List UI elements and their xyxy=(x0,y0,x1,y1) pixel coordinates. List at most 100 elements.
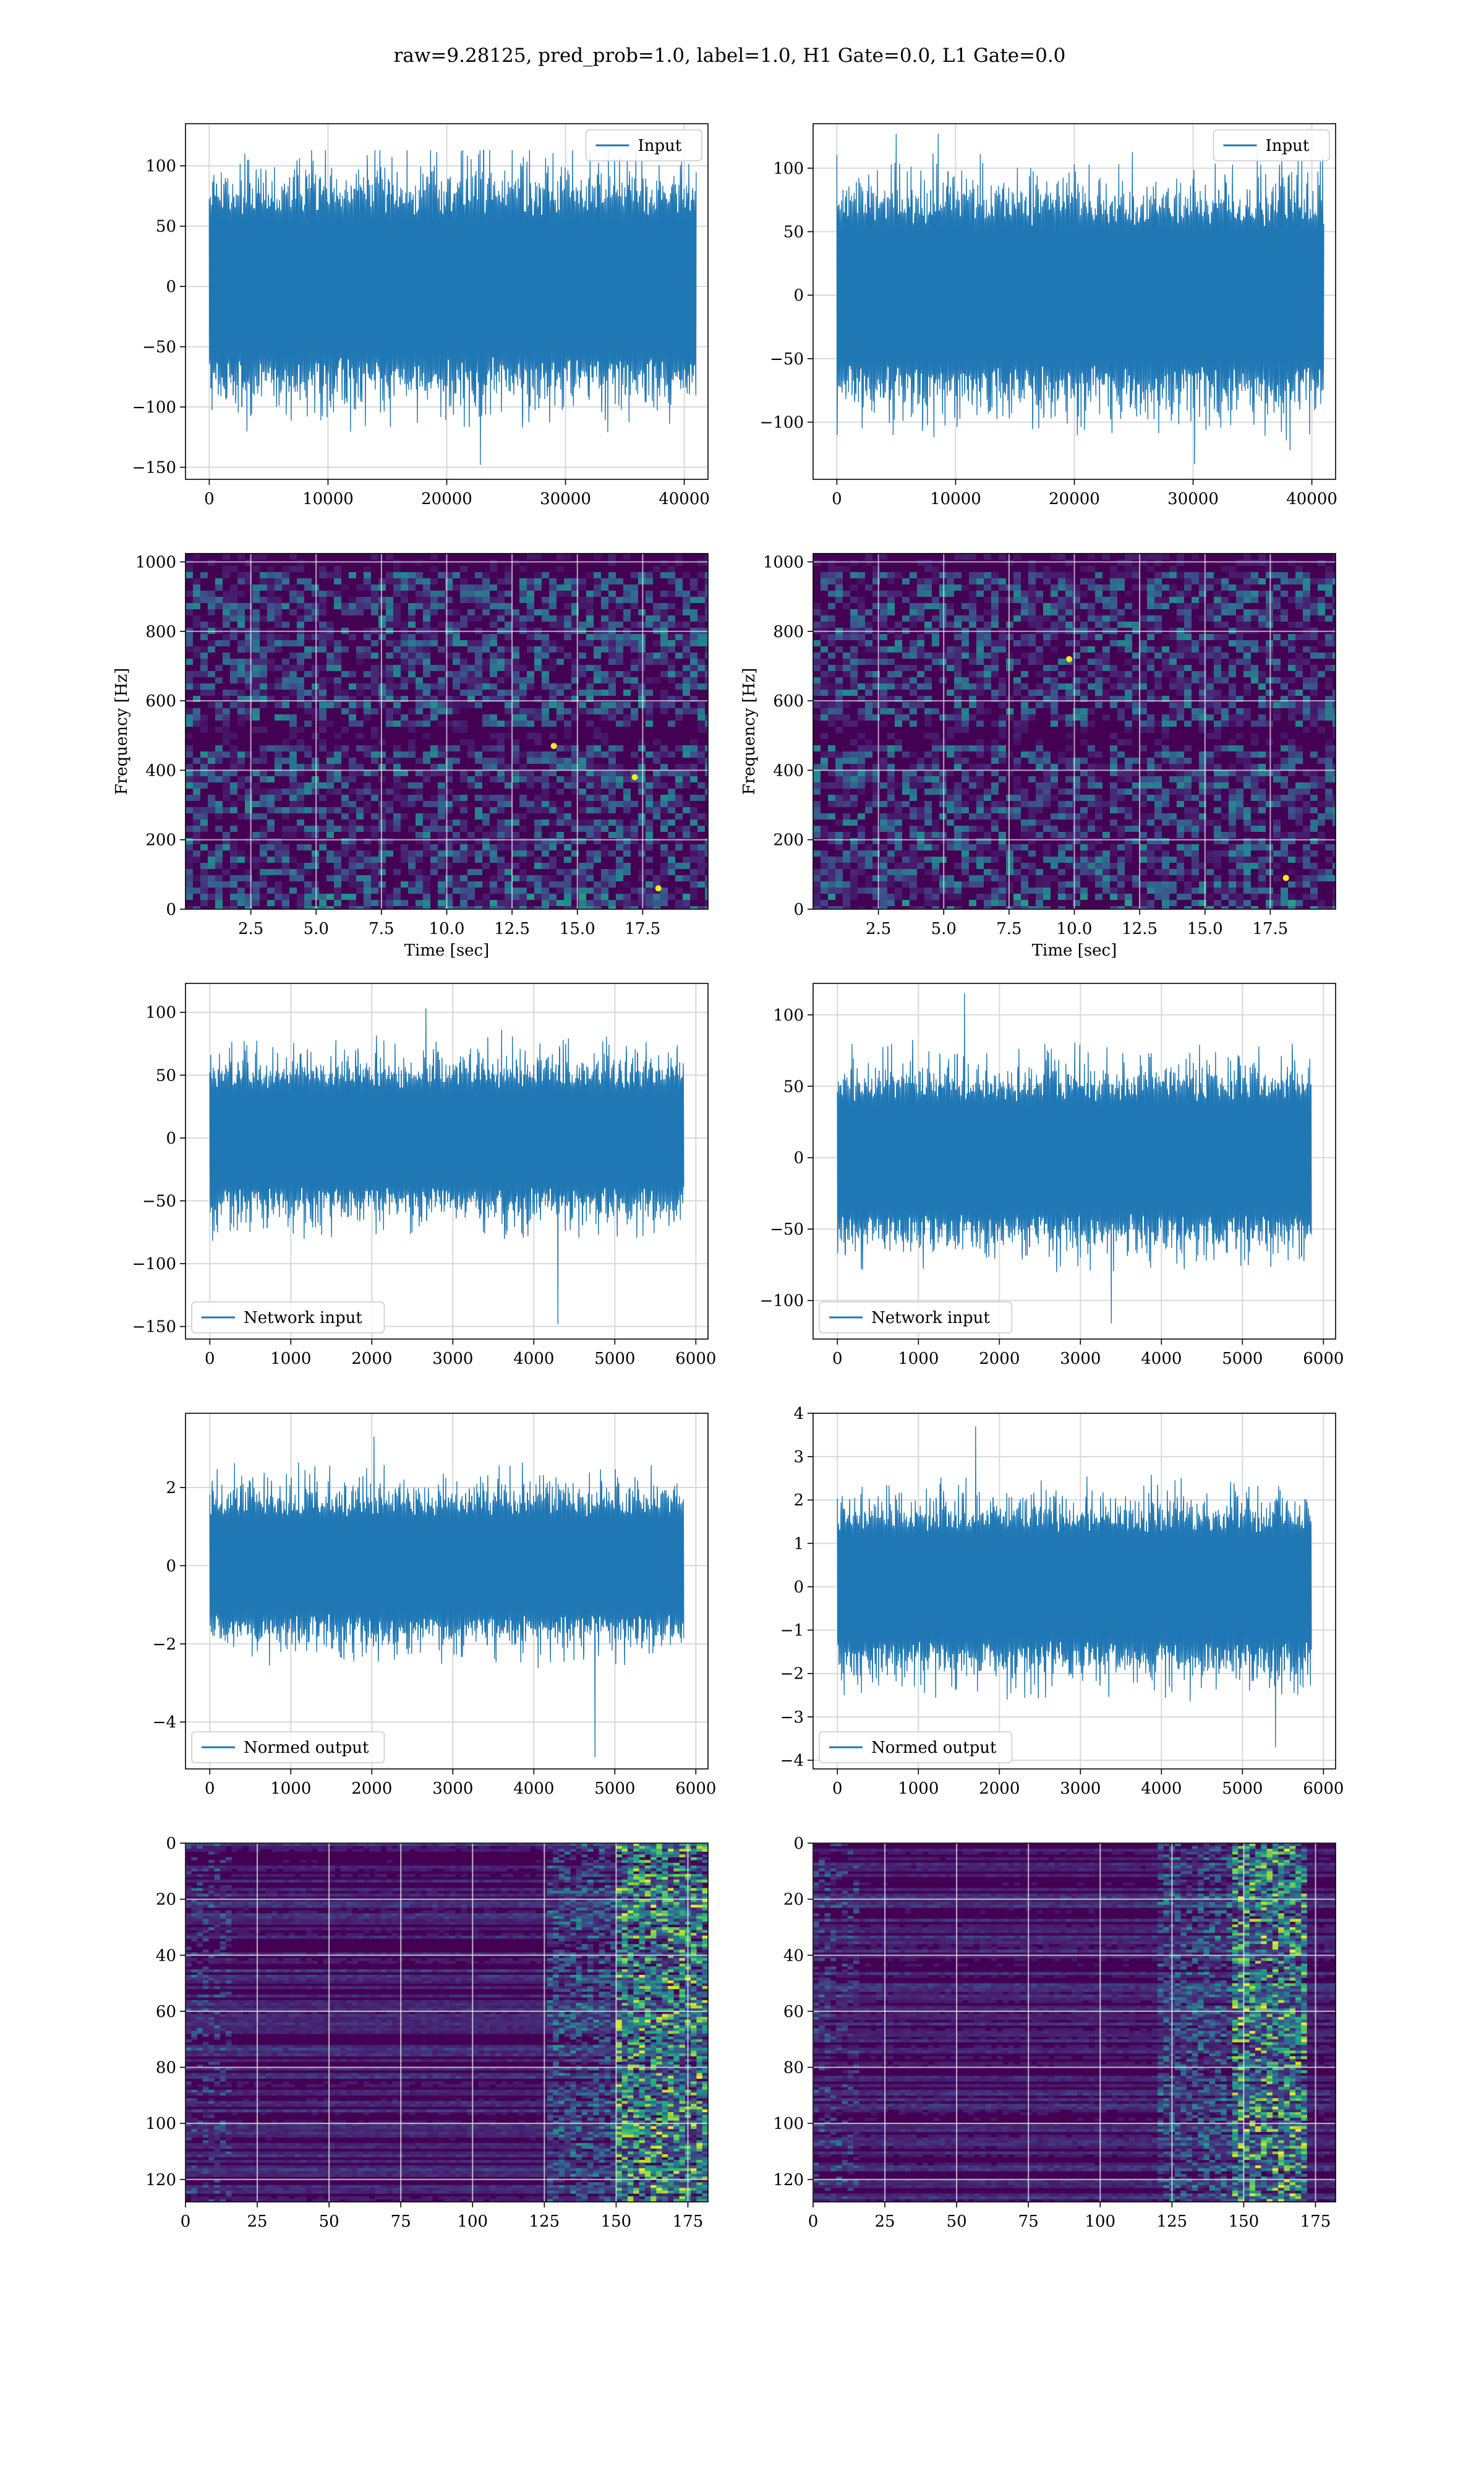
heatmap-cell xyxy=(1043,702,1051,708)
heatmap-cell xyxy=(319,640,326,646)
heatmap-cell xyxy=(208,795,215,801)
heatmap-cell xyxy=(660,622,668,628)
heatmap-cell xyxy=(1117,572,1125,578)
heatmap-cell xyxy=(401,622,408,628)
heatmap-cell xyxy=(223,566,230,572)
heatmap-cell xyxy=(252,671,260,677)
heatmap-cell xyxy=(556,888,564,894)
heatmap-cell xyxy=(887,708,895,714)
heatmap-cell xyxy=(668,863,675,869)
heatmap-cell xyxy=(675,826,683,832)
heatmap-cell xyxy=(1192,671,1199,677)
heatmap-cell xyxy=(843,857,850,863)
heatmap-cell xyxy=(267,844,275,850)
heatmap-cell xyxy=(843,770,850,776)
heatmap-cell xyxy=(843,566,850,572)
heatmap-cell xyxy=(282,758,289,764)
heatmap-cell xyxy=(1251,578,1258,584)
heatmap-cell xyxy=(1303,591,1310,597)
heatmap-cell xyxy=(1013,690,1021,696)
heatmap-cell xyxy=(542,708,549,714)
heatmap-cell xyxy=(668,721,675,727)
heatmap-cell xyxy=(326,832,334,838)
heatmap-cell xyxy=(1043,764,1051,770)
heatmap-cell xyxy=(1325,869,1333,875)
heatmap-cell xyxy=(616,671,623,677)
heatmap-cell xyxy=(1310,770,1318,776)
heatmap-cell xyxy=(378,820,386,826)
heatmap-cell xyxy=(208,850,215,857)
heatmap-cell xyxy=(1125,739,1132,745)
heatmap-cell xyxy=(1147,690,1154,696)
heatmap-cell xyxy=(208,560,215,566)
heatmap-cell xyxy=(660,807,668,813)
heatmap-cell xyxy=(475,751,482,758)
heatmap-cell xyxy=(505,770,512,776)
heatmap-cell xyxy=(835,665,843,671)
heatmap-cell xyxy=(638,770,646,776)
heatmap-cell xyxy=(356,789,364,795)
heatmap-cell xyxy=(880,603,887,609)
heatmap-cell xyxy=(586,807,594,813)
heatmap-cell xyxy=(991,653,999,659)
heatmap-cell xyxy=(1266,603,1273,609)
heatmap-cell xyxy=(858,597,865,603)
heatmap-cell xyxy=(223,708,230,714)
heatmap-cell xyxy=(601,714,608,721)
heatmap-cell xyxy=(490,597,497,603)
heatmap-cell xyxy=(386,622,393,628)
heatmap-cell xyxy=(1214,646,1221,653)
heatmap-cell xyxy=(947,659,954,665)
heatmap-cell xyxy=(497,751,505,758)
heatmap-cell xyxy=(490,721,497,727)
heatmap-cell xyxy=(386,758,393,764)
heatmap-cell xyxy=(1169,900,1177,906)
heatmap-cell xyxy=(1102,659,1110,665)
heatmap-cell xyxy=(1095,665,1102,671)
heatmap-cell xyxy=(475,615,482,622)
heatmap-cell xyxy=(1036,646,1043,653)
heatmap-cell xyxy=(371,758,378,764)
heatmap-cell xyxy=(1273,776,1281,782)
heatmap-cell xyxy=(423,665,430,671)
heatmap-cell xyxy=(208,875,215,881)
heatmap-cell xyxy=(527,721,534,727)
heatmap-cell xyxy=(850,850,858,857)
heatmap-cell xyxy=(947,888,954,894)
heatmap-cell xyxy=(519,690,527,696)
heatmap-cell xyxy=(512,665,519,671)
heatmap-cell xyxy=(646,857,653,863)
heatmap-cell xyxy=(1065,733,1073,739)
heatmap-cell xyxy=(490,622,497,628)
heatmap-cell xyxy=(505,832,512,838)
heatmap-cell xyxy=(371,900,378,906)
heatmap-cell xyxy=(991,758,999,764)
heatmap-cell xyxy=(976,671,984,677)
heatmap-cell xyxy=(371,671,378,677)
heatmap-cell xyxy=(1132,572,1140,578)
heatmap-cell xyxy=(623,702,631,708)
heatmap-cell xyxy=(260,634,267,640)
heatmap-cell xyxy=(519,850,527,857)
heatmap-cell xyxy=(1021,714,1028,721)
heatmap-cell xyxy=(616,640,623,646)
heatmap-cell xyxy=(230,838,237,844)
heatmap-cell xyxy=(690,584,697,591)
heatmap-cell xyxy=(821,863,828,869)
heatmap-cell xyxy=(969,597,976,603)
heatmap-cell xyxy=(453,832,460,838)
heatmap-cell xyxy=(616,832,623,838)
heatmap-cell xyxy=(564,653,571,659)
heatmap-cell xyxy=(924,708,932,714)
heatmap-cell xyxy=(616,708,623,714)
heatmap-cell xyxy=(356,603,364,609)
heatmap-cell xyxy=(408,869,416,875)
heatmap-cell xyxy=(683,745,690,751)
heatmap-cell xyxy=(932,888,939,894)
heatmap-cell xyxy=(1102,615,1110,622)
heatmap-cell xyxy=(408,646,416,653)
heatmap-cell xyxy=(969,875,976,881)
heatmap-cell xyxy=(586,863,594,869)
x-tick-label: 10000 xyxy=(302,490,354,508)
x-tick-label: 3000 xyxy=(1060,1350,1101,1368)
